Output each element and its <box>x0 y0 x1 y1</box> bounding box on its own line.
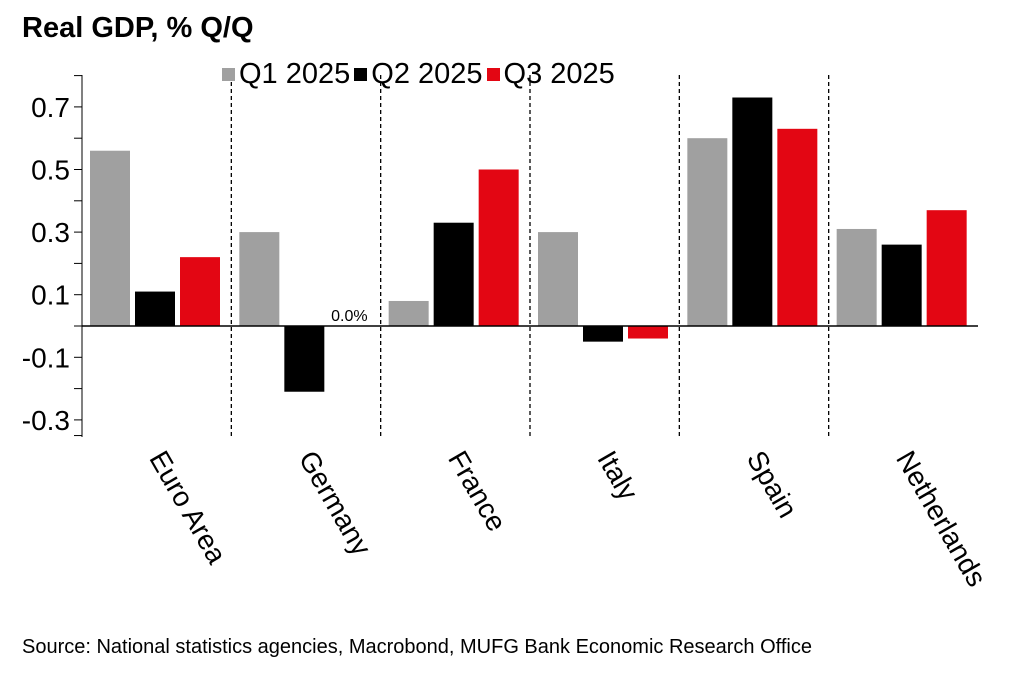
legend-item-q2: Q2 2025 <box>354 58 483 91</box>
y-tick-label: -0.1 <box>22 342 70 373</box>
x-tick-label: Euro Area <box>143 446 232 570</box>
bar <box>180 257 220 326</box>
bar <box>926 210 967 326</box>
bar <box>777 128 818 326</box>
x-tick-label: Germany <box>293 446 377 561</box>
y-tick-label: -0.3 <box>22 405 70 436</box>
legend-swatch-q3 <box>486 68 500 81</box>
legend-item-q3: Q3 2025 <box>486 58 615 91</box>
legend-label-q3: Q3 2025 <box>503 58 615 90</box>
x-tick-label: France <box>442 446 512 537</box>
legend-item-q1: Q1 2025 <box>222 58 350 91</box>
legend: Q1 2025 Q2 2025 Q3 2025 <box>222 58 619 91</box>
bar <box>388 300 429 326</box>
bar <box>628 326 668 339</box>
x-tick-label: Italy <box>591 446 644 506</box>
y-tick-label: 0.7 <box>31 92 70 123</box>
bar <box>881 244 922 326</box>
y-tick-label: 0.3 <box>31 217 70 248</box>
bar <box>239 232 280 326</box>
y-tick-label: 0.1 <box>31 280 70 311</box>
bar <box>687 138 728 326</box>
bar <box>478 169 519 326</box>
bar <box>284 326 325 392</box>
legend-swatch-q2 <box>354 68 368 81</box>
bar <box>583 326 623 342</box>
x-tick-label: Netherlands <box>890 446 992 592</box>
legend-label-q1: Q1 2025 <box>239 58 351 90</box>
legend-swatch-q1 <box>222 68 235 81</box>
y-tick-label: 0.5 <box>31 155 70 186</box>
bar <box>135 291 175 326</box>
data-label: 0.0% <box>331 308 367 325</box>
chart-title: Real GDP, % Q/Q <box>22 12 254 44</box>
bar <box>538 232 578 326</box>
bar <box>433 222 474 326</box>
legend-label-q2: Q2 2025 <box>371 58 483 90</box>
source-note: Source: National statistics agencies, Ma… <box>22 636 812 658</box>
bar <box>90 150 130 326</box>
x-tick-label: Spain <box>741 446 804 524</box>
bar <box>836 228 877 326</box>
bar <box>732 97 773 326</box>
